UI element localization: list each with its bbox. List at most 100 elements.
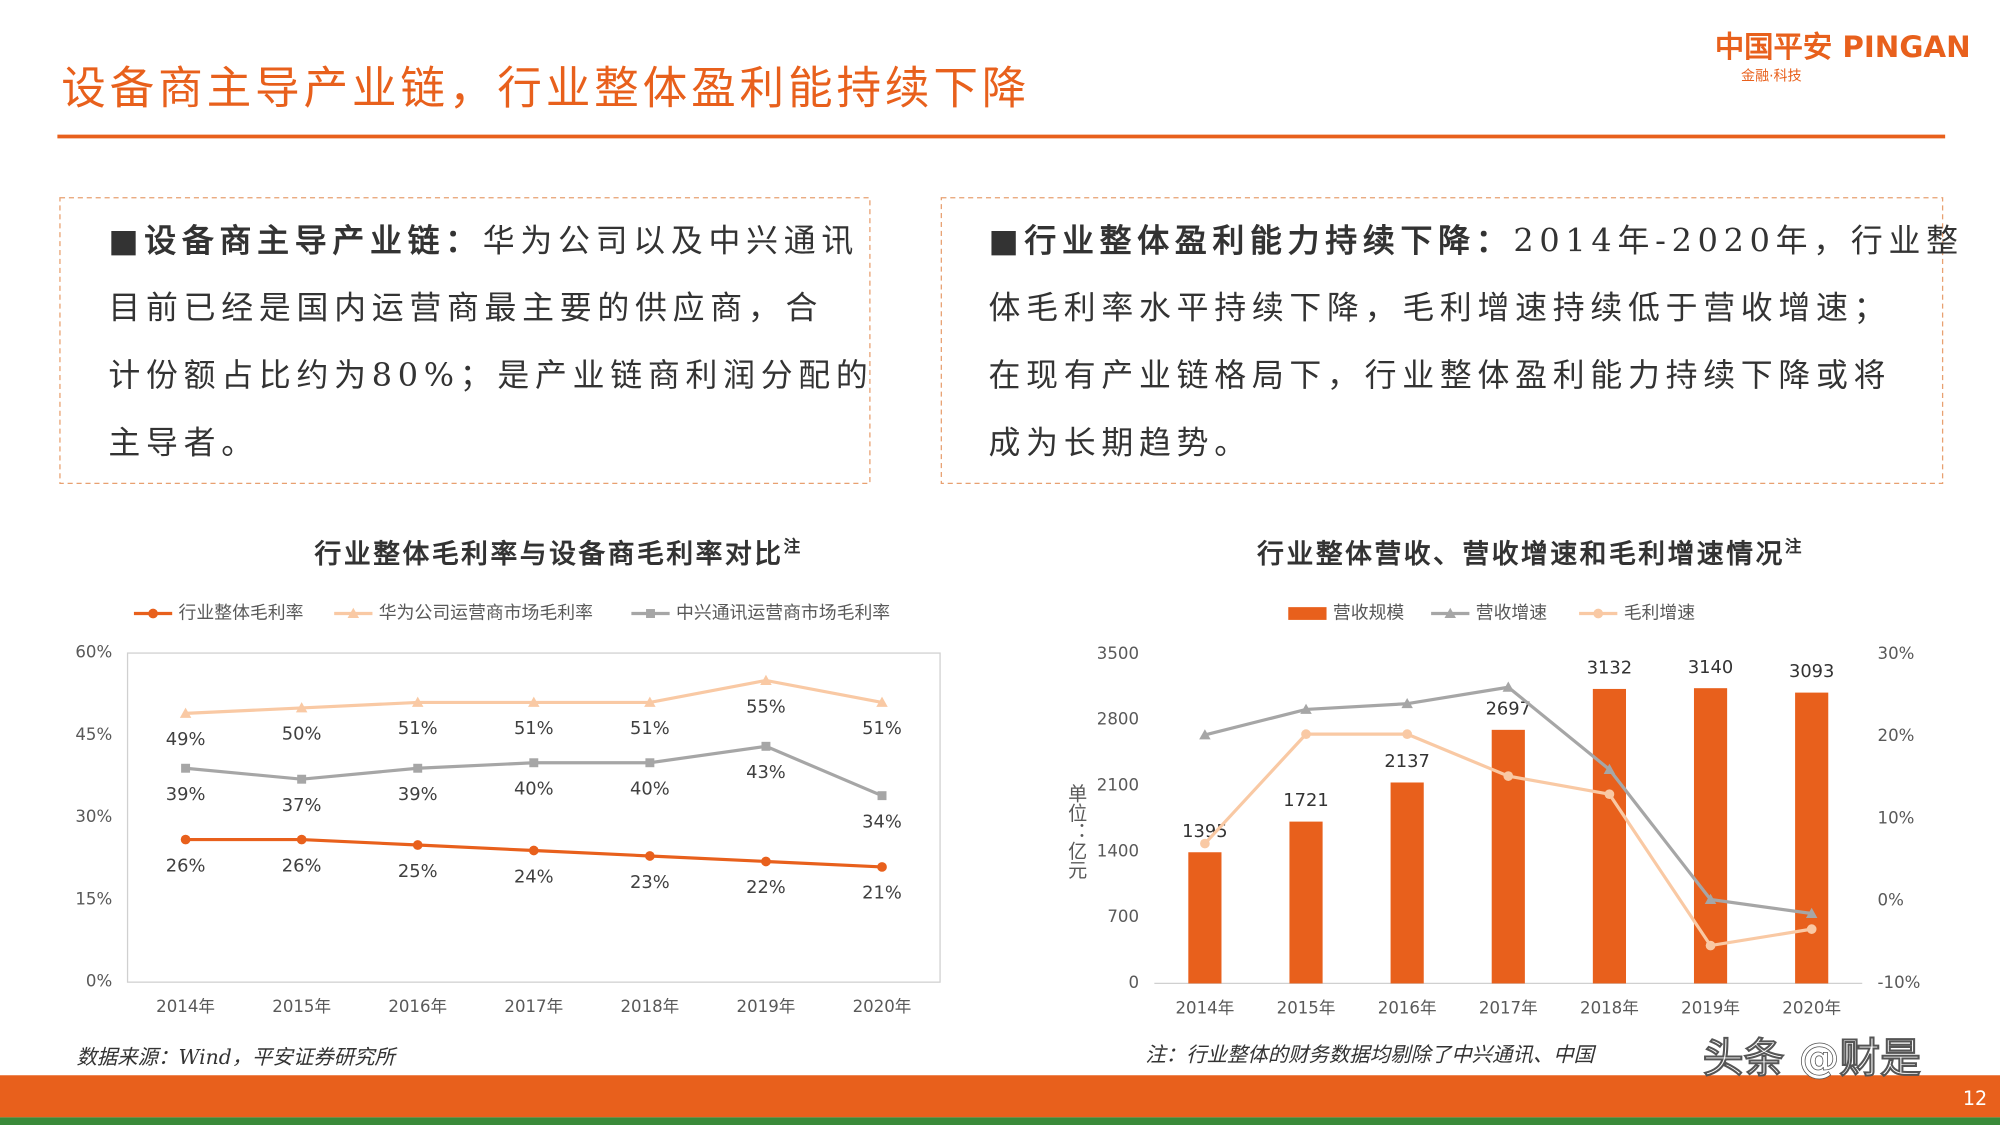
x-tick-label: 2018年 [620, 997, 679, 1016]
box-line: 主导者。 [108, 424, 258, 462]
value-label: 51% [630, 718, 670, 739]
y-tick-label: 0% [1878, 891, 1904, 910]
value-label: 55% [746, 696, 786, 717]
page-number: 12 [1963, 1087, 1987, 1110]
value-label: 2697 [1486, 698, 1531, 719]
plot-frame [126, 652, 941, 983]
marker [1199, 729, 1211, 740]
source-note: 数据来源：Wind，平安证券研究所 [77, 1045, 399, 1069]
y-tick-label: 0 [1128, 973, 1139, 992]
value-label: 3132 [1587, 658, 1632, 679]
value-label: 26% [282, 855, 322, 876]
title-note: 注 [1785, 536, 1804, 556]
value-label: 51% [862, 718, 902, 739]
box-lead: ■行业整体盈利能力持续下降： [989, 221, 1514, 259]
legend-label: 营收规模 [1333, 603, 1405, 624]
value-label: 39% [166, 784, 206, 805]
marker [1704, 893, 1717, 904]
legend-swatch [1288, 607, 1327, 620]
boxes: ■设备商主导产业链：华为公司以及中兴通讯目前已经是国内运营商最主要的供应商，合计… [108, 221, 1964, 462]
marker [1301, 729, 1311, 739]
value-label: 3093 [1789, 661, 1834, 682]
marker [1604, 789, 1615, 800]
y-axis-label: 单位：亿元 [1065, 784, 1088, 880]
x-tick-label: 2014年 [1176, 998, 1235, 1017]
legend-marker [1444, 607, 1456, 618]
legend-label: 行业整体毛利率 [179, 603, 304, 624]
box-line: 体毛利率水平持续下降，毛利增速持续低于营收增速； [989, 288, 1892, 326]
legend-label: 营收增速 [1476, 603, 1548, 624]
y-tick-label: -10% [1878, 973, 1921, 992]
value-label: 25% [398, 861, 438, 882]
footer-rule [0, 1117, 2000, 1125]
marker [413, 763, 423, 773]
y-tick-label: 60% [75, 643, 112, 662]
value-label: 26% [166, 855, 206, 876]
marker [644, 696, 656, 707]
legend-label: 中兴通讯运营商市场毛利率 [676, 603, 890, 624]
marker [297, 774, 307, 784]
y-tick-label: 3500 [1097, 644, 1139, 663]
value-label: 39% [398, 784, 438, 805]
bar [1693, 688, 1728, 984]
value-label: 2137 [1384, 751, 1429, 772]
footer-band [0, 1075, 2000, 1118]
marker [1503, 771, 1514, 781]
title-note: 注 [784, 536, 803, 556]
y-tick-label: 30% [1878, 644, 1915, 663]
chart-title: 行业整体营收、营收增速和毛利增速情况注 [1256, 536, 1804, 570]
marker [296, 834, 307, 845]
y-tick-label: 30% [75, 807, 112, 826]
marker [876, 696, 888, 707]
marker [412, 840, 423, 850]
value-label: 1721 [1283, 790, 1328, 811]
marker [528, 845, 539, 856]
x-tick-label: 2019年 [737, 997, 796, 1016]
y-tick-label: 45% [75, 725, 112, 744]
chart-title: 行业整体毛利率与设备商毛利率对比注 [314, 536, 803, 570]
value-label: 34% [862, 811, 902, 832]
value-label: 49% [166, 729, 206, 750]
y-tick-label: 700 [1107, 907, 1139, 926]
box-text: 2014年-2020年，行业整 [1513, 221, 1963, 259]
value-label: 24% [514, 866, 554, 887]
value-label: 50% [282, 724, 322, 745]
box-text: 华为公司以及中兴通讯 [483, 221, 859, 259]
x-tick-label: 2016年 [1378, 998, 1437, 1017]
logo-sub: 金融·科技 [1741, 69, 1802, 85]
value-label: 1395 [1182, 821, 1227, 842]
y-tick-label: 20% [1878, 726, 1915, 745]
logo: 中国平安 PINGAN [1715, 30, 1971, 64]
box-line: 计份额占比约为80%；是产业链商利润分配的 [108, 356, 873, 394]
x-tick-label: 2015年 [272, 997, 331, 1016]
x-tick-label: 2020年 [1782, 998, 1841, 1017]
marker [761, 856, 771, 867]
marker [1502, 681, 1515, 692]
value-label: 23% [630, 872, 670, 893]
y-tick-label: 2800 [1097, 710, 1139, 729]
marker [877, 862, 887, 872]
marker [528, 696, 540, 707]
legend-marker [1593, 608, 1604, 619]
watermark: 头条 @财是 [1703, 1034, 1921, 1082]
bar [1795, 692, 1829, 984]
box-line: ■设备商主导产业链：华为公司以及中兴通讯 [108, 221, 859, 259]
bar [1188, 852, 1222, 984]
y-tick-label: 2100 [1097, 775, 1139, 794]
marker [761, 741, 771, 751]
x-tick-label: 2015年 [1277, 998, 1336, 1017]
value-label: 43% [746, 762, 786, 783]
x-tick-label: 2019年 [1681, 998, 1740, 1017]
box-line: ■行业整体盈利能力持续下降：2014年-2020年，行业整 [989, 221, 1964, 259]
marker [181, 763, 191, 773]
title-text: 行业整体毛利率与设备商毛利率对比 [314, 538, 784, 570]
x-tick-label: 2020年 [853, 997, 912, 1016]
value-label: 22% [746, 877, 786, 898]
value-label: 21% [862, 883, 902, 904]
chart: 行业整体毛利率与设备商毛利率对比注 0% 15% 30% 45% 60% 2014年 2015… [75, 536, 941, 1016]
marker [180, 834, 191, 845]
chart-note: 注：行业整体的财务数据均剔除了中兴通讯、中国 [1145, 1043, 1596, 1067]
marker [760, 674, 772, 685]
